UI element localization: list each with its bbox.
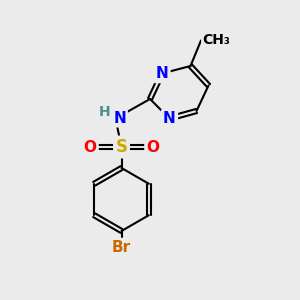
Text: N: N bbox=[114, 111, 126, 126]
Text: S: S bbox=[116, 138, 128, 156]
Text: H: H bbox=[99, 106, 111, 119]
Text: N: N bbox=[163, 111, 176, 126]
Text: CH₃: CH₃ bbox=[202, 34, 230, 47]
Text: Br: Br bbox=[112, 240, 131, 255]
Text: N: N bbox=[156, 66, 168, 81]
Text: O: O bbox=[83, 140, 97, 154]
Text: O: O bbox=[146, 140, 160, 154]
